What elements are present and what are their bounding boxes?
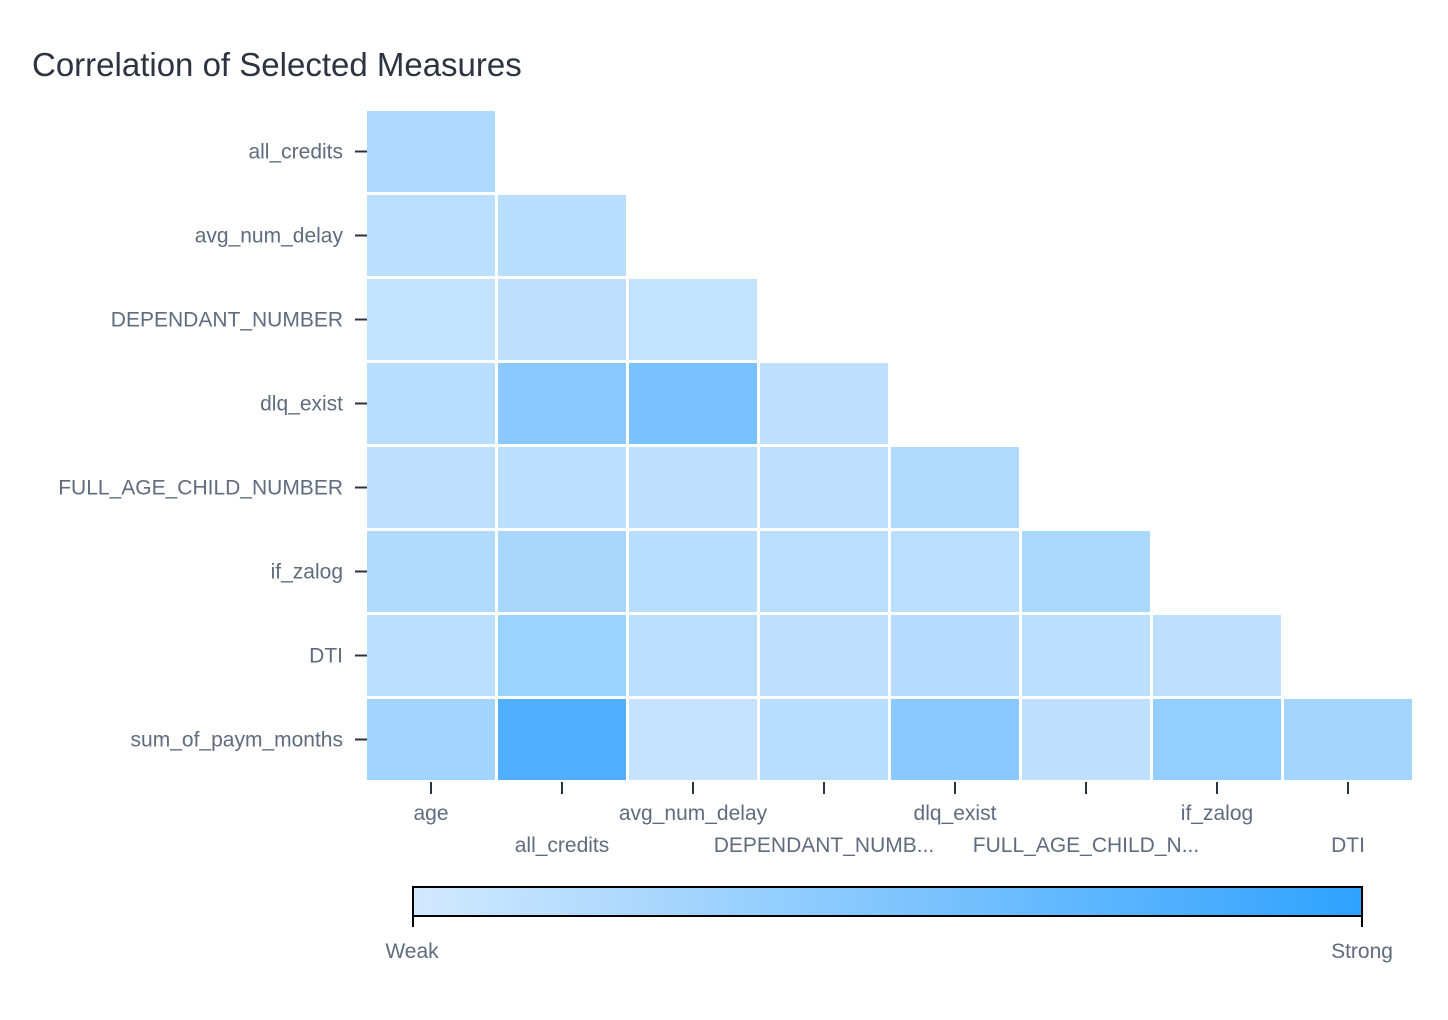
y-axis-label: sum_of_paym_months <box>131 729 343 752</box>
heatmap-cell <box>891 615 1019 696</box>
heatmap-cell <box>760 531 888 612</box>
heatmap-cell <box>1284 699 1412 780</box>
heatmap-cell <box>629 615 757 696</box>
heatmap-cell <box>891 447 1019 528</box>
heatmap-cell <box>1022 699 1150 780</box>
heatmap-cell <box>1022 531 1150 612</box>
heatmap-cell <box>498 363 626 444</box>
y-axis-label: dlq_exist <box>260 393 343 416</box>
x-axis-label: DTI <box>1331 834 1365 857</box>
x-axis-label: DEPENDANT_NUMB... <box>714 834 935 857</box>
x-axis-label: all_credits <box>515 834 610 857</box>
heatmap-cell <box>498 195 626 276</box>
heatmap-cell <box>760 615 888 696</box>
heatmap-cell <box>1153 699 1281 780</box>
x-axis-label: FULL_AGE_CHILD_N... <box>973 834 1199 857</box>
heatmap-cell <box>629 447 757 528</box>
heatmap-cell <box>498 279 626 360</box>
y-axis-label: DTI <box>309 645 343 668</box>
y-axis-label: avg_num_delay <box>195 225 344 248</box>
heatmap-cell <box>891 531 1019 612</box>
y-axis-label: if_zalog <box>271 561 343 584</box>
heatmap-cell <box>367 699 495 780</box>
heatmap-cell <box>498 615 626 696</box>
legend-gradient-bar <box>412 886 1363 917</box>
y-axis-label: FULL_AGE_CHILD_NUMBER <box>58 477 343 500</box>
heatmap-cell <box>498 531 626 612</box>
heatmap-cell <box>629 699 757 780</box>
heatmap-cell <box>367 615 495 696</box>
heatmap-cell <box>367 531 495 612</box>
heatmap-cell <box>498 447 626 528</box>
heatmap-cell <box>1153 615 1281 696</box>
heatmap-cell <box>760 699 888 780</box>
heatmap-cell <box>1022 615 1150 696</box>
heatmap-cells <box>367 111 1412 780</box>
heatmap-cell <box>760 447 888 528</box>
x-axis-label: dlq_exist <box>914 802 997 825</box>
legend-min-label: Weak <box>385 940 439 963</box>
x-axis-label: avg_num_delay <box>619 802 768 825</box>
y-axis-label: DEPENDANT_NUMBER <box>111 309 343 332</box>
legend-max-label: Strong <box>1331 940 1393 963</box>
heatmap-cell <box>367 195 495 276</box>
chart-title: Correlation of Selected Measures <box>32 46 522 83</box>
heatmap-cell <box>367 363 495 444</box>
heatmap-cell <box>629 531 757 612</box>
color-legend: Weak Strong <box>385 886 1393 963</box>
heatmap-cell <box>367 447 495 528</box>
y-axis-label: all_credits <box>248 141 343 164</box>
heatmap-cell <box>891 699 1019 780</box>
x-axis-label: if_zalog <box>1181 802 1253 825</box>
heatmap-cell <box>629 363 757 444</box>
heatmap-cell <box>760 363 888 444</box>
heatmap-cell <box>629 279 757 360</box>
x-axis-label: age <box>413 802 448 825</box>
x-axis: age all_credits avg_num_delay DEPENDANT_NUM… <box>413 782 1365 857</box>
y-axis: all_credits avg_num_delay DEPENDANT_NUMBER… <box>58 141 367 752</box>
heatmap-cell <box>498 699 626 780</box>
heatmap-cell <box>367 279 495 360</box>
heatmap-cell <box>367 111 495 192</box>
